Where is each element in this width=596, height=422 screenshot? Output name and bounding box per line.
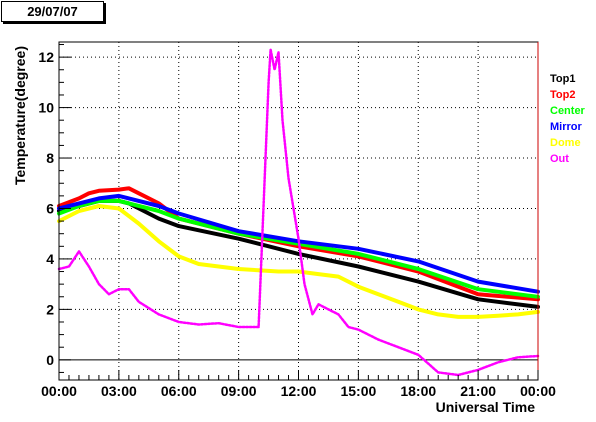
- x-tick-label: 21:00: [460, 383, 496, 399]
- legend: Top1 Top2 Center Mirror Dome Out: [550, 73, 586, 165]
- x-tick-label: 03:00: [101, 383, 137, 399]
- x-tick-label: 09:00: [221, 383, 257, 399]
- y-tick-label: 12: [38, 49, 54, 65]
- x-tick-label: 06:00: [161, 383, 197, 399]
- series-line-mirror: [57, 193, 540, 294]
- legend-entry-out: Out: [550, 153, 569, 165]
- legend-entry-top2: Top2: [550, 89, 575, 101]
- y-axis-title: Temperature(degree): [12, 46, 28, 185]
- x-tick-label: 12:00: [281, 383, 317, 399]
- y-tick-label: 4: [46, 251, 54, 267]
- y-tick-label: 2: [46, 301, 54, 317]
- x-tick-label: 18:00: [400, 383, 436, 399]
- series-line-center: [57, 198, 540, 299]
- grid: [59, 42, 538, 380]
- x-tick-label: 00:00: [41, 383, 77, 399]
- legend-entry-center: Center: [550, 105, 586, 117]
- date-label: 29/07/07: [1, 1, 104, 22]
- x-axis-title: Universal Time: [436, 399, 536, 415]
- legend-entry-mirror: Mirror: [550, 121, 583, 133]
- y-tick-label: 0: [46, 352, 54, 368]
- y-tick-label: 6: [46, 200, 54, 216]
- axes: 00:00 03:00 06:00 09:00 12:00 15:00 18:00 21:00…: [38, 44, 556, 399]
- x-tick-label: 15:00: [340, 383, 376, 399]
- legend-entry-top1: Top1: [550, 73, 575, 85]
- legend-entry-dome: Dome: [550, 137, 581, 149]
- series-line-out: [57, 48, 540, 377]
- series-layer: [57, 48, 540, 377]
- series-line-top2: [57, 186, 540, 302]
- y-tick-label: 8: [46, 150, 54, 166]
- x-tick-label: 00:00: [520, 383, 556, 399]
- y-tick-label: 10: [38, 100, 54, 116]
- series-line-dome: [57, 204, 540, 319]
